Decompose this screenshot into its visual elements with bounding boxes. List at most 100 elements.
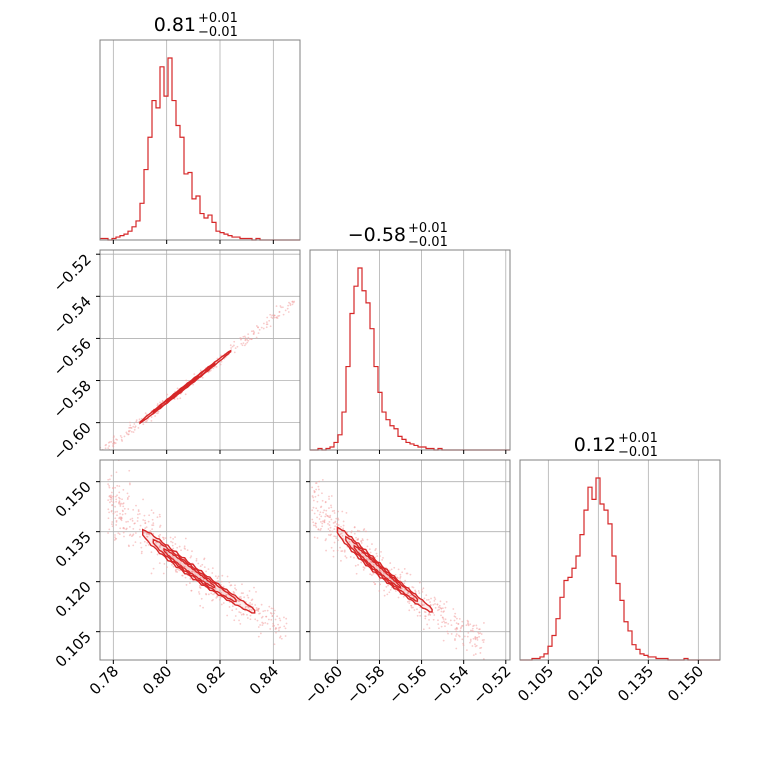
scatter-point — [314, 524, 317, 527]
scatter-point — [100, 458, 102, 460]
scatter-point — [112, 495, 115, 498]
scatter-point — [129, 424, 132, 427]
scatter-point — [211, 572, 214, 574]
scatter-point — [312, 499, 315, 502]
scatter-point — [239, 338, 242, 341]
scatter-point — [461, 620, 464, 623]
scatter-point — [469, 629, 472, 632]
scatter-point — [215, 596, 218, 599]
scatter-point — [222, 602, 225, 604]
scatter-point — [254, 618, 257, 621]
scatter-point — [317, 494, 320, 497]
scatter-point — [259, 624, 262, 626]
scatter-point — [144, 519, 146, 522]
scatter-point — [108, 486, 111, 489]
scatter-point — [234, 587, 236, 590]
panel-frame — [99, 39, 301, 241]
scatter-point — [139, 535, 141, 538]
scatter-point — [466, 635, 469, 638]
scatter-point — [193, 373, 196, 376]
scatter-point — [220, 360, 223, 363]
scatter-point — [106, 451, 108, 453]
scatter-point — [159, 533, 162, 536]
scatter-point — [432, 611, 435, 614]
scatter-point — [150, 420, 153, 422]
scatter-point — [279, 635, 282, 638]
scatter-point — [107, 441, 110, 444]
scatter-point — [132, 544, 135, 547]
scatter-point — [375, 552, 378, 555]
scatter-point — [159, 515, 161, 518]
x-tick-label: 0.84 — [246, 662, 282, 698]
scatter-point — [176, 397, 179, 400]
scatter-point — [101, 453, 103, 455]
scatter-point — [336, 523, 339, 526]
scatter-point — [229, 344, 232, 347]
scatter-point — [257, 635, 260, 638]
correlation-panel-p0-p1: −0.60−0.58−0.56−0.54−0.52 — [50, 249, 301, 464]
scatter-point — [259, 612, 261, 615]
scatter-point — [330, 518, 333, 521]
correlation-panel-p0-p2: 0.105 0.120 0.135 0.150 0.78 0.80 0.82 0.84 — [52, 459, 301, 698]
scatter-point — [111, 521, 114, 523]
scatter-point — [119, 512, 121, 515]
scatter-point — [373, 581, 375, 584]
scatter-point — [445, 621, 448, 624]
scatter-point — [116, 510, 118, 513]
scatter-point — [122, 488, 125, 491]
scatter-point — [246, 594, 249, 597]
scatter-point — [325, 509, 328, 512]
scatter-point — [142, 519, 145, 521]
scatter-point — [320, 527, 322, 530]
scatter-point — [220, 354, 222, 357]
x-tick-label: 0.105 — [514, 662, 557, 705]
scatter-point — [270, 316, 273, 319]
scatter-point — [330, 546, 333, 549]
scatter-point — [316, 537, 319, 539]
scatter-point — [471, 629, 474, 632]
x-tick-label: −0.52 — [469, 662, 514, 707]
scatter-point — [142, 498, 144, 501]
scatter-point — [394, 573, 397, 576]
scatter-point — [327, 522, 329, 525]
scatter-point — [255, 609, 258, 611]
scatter-point — [234, 615, 237, 617]
scatter-point — [362, 566, 365, 569]
scatter-point — [416, 614, 419, 617]
scatter-point — [397, 596, 400, 599]
histogram-title-minus: −0.01 — [198, 25, 238, 40]
scatter-point — [410, 606, 413, 609]
scatter-point — [184, 537, 187, 540]
scatter-point — [410, 604, 412, 607]
scatter-point — [429, 601, 431, 603]
scatter-point — [311, 495, 314, 497]
scatter-point — [454, 612, 457, 615]
scatter-point — [143, 540, 146, 543]
scatter-point — [465, 649, 468, 652]
scatter-point — [249, 601, 252, 604]
scatter-point — [479, 647, 481, 650]
scatter-point — [462, 644, 465, 647]
scatter-point — [221, 574, 224, 577]
scatter-point — [403, 582, 406, 585]
scatter-point — [283, 625, 286, 628]
scatter-point — [164, 537, 167, 540]
scatter-point — [156, 403, 159, 405]
scatter-point — [344, 555, 347, 558]
scatter-point — [461, 624, 464, 627]
scatter-point — [253, 586, 255, 589]
scatter-point — [176, 571, 179, 573]
scatter-point — [379, 570, 382, 572]
scatter-point — [152, 524, 155, 527]
scatter-point — [469, 623, 472, 626]
scatter-point — [424, 615, 426, 618]
scatter-point — [272, 314, 275, 317]
scatter-point — [257, 326, 259, 329]
scatter-point — [408, 602, 411, 605]
scatter-point — [476, 639, 479, 641]
scatter-point — [236, 345, 239, 348]
scatter-point — [446, 630, 449, 633]
scatter-point — [399, 577, 401, 580]
scatter-point — [247, 333, 250, 336]
scatter-point — [268, 319, 271, 322]
